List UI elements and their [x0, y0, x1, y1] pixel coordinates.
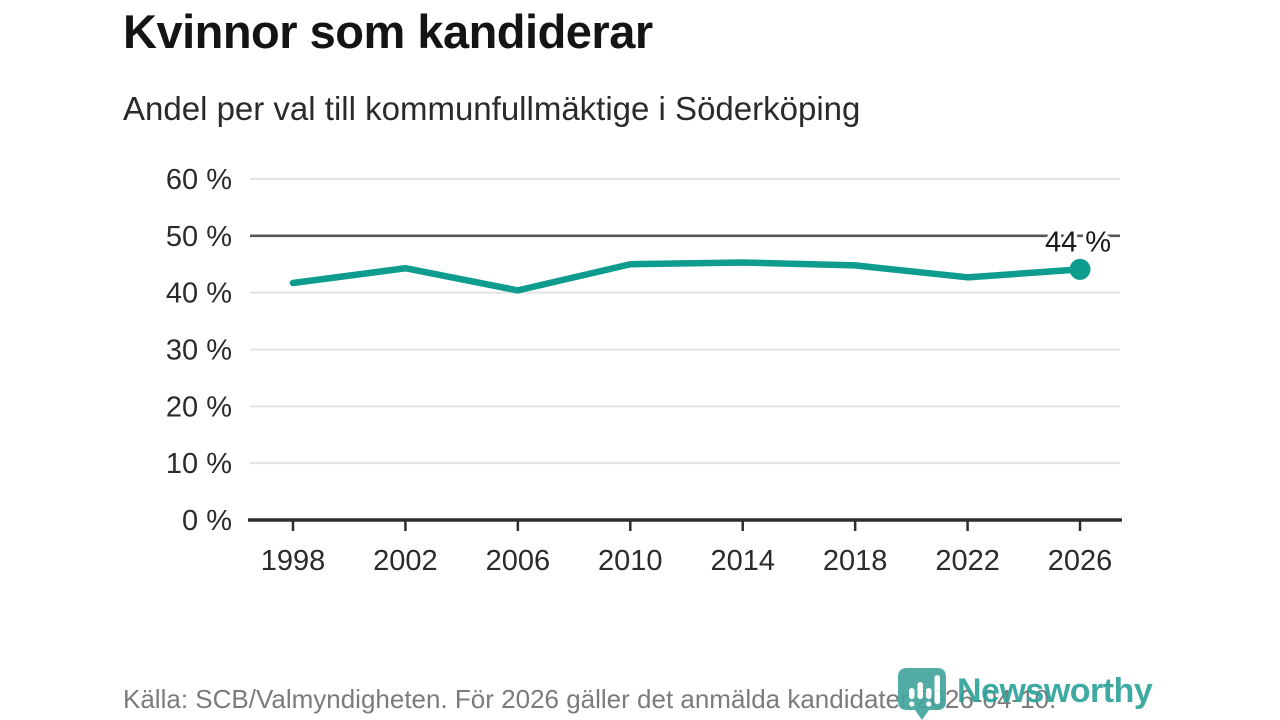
y-tick-label: 60 % — [166, 164, 232, 196]
x-tick-label: 2014 — [710, 545, 775, 577]
chart-subtitle: Andel per val till kommunfullmäktige i S… — [123, 90, 861, 127]
x-tick-label: 2006 — [486, 545, 551, 577]
y-tick-label: 10 % — [166, 448, 232, 480]
y-tick-label: 20 % — [166, 391, 232, 423]
end-point-label: 44 % — [1045, 226, 1111, 258]
end-point-marker — [1069, 258, 1091, 280]
x-tick-label: 2002 — [373, 545, 438, 577]
y-tick-label: 40 % — [166, 278, 232, 310]
x-tick-label: 2010 — [598, 545, 663, 577]
data-line — [289, 259, 1084, 294]
y-tick-label: 0 % — [182, 505, 232, 537]
newsworthy-logo: Newsworthy — [896, 666, 1153, 720]
x-tick-label: 2022 — [935, 545, 1000, 577]
y-tick-label: 30 % — [166, 335, 232, 367]
x-tick-label: 2026 — [1048, 545, 1113, 577]
newsworthy-badge-icon — [898, 668, 946, 720]
x-tick-label: 2018 — [823, 545, 888, 577]
x-tick-label: 1998 — [261, 545, 326, 577]
newsworthy-logo-text: Newsworthy — [957, 672, 1153, 710]
chart-title: Kvinnor som kandiderar — [123, 5, 653, 58]
y-tick-label: 50 % — [166, 221, 232, 253]
